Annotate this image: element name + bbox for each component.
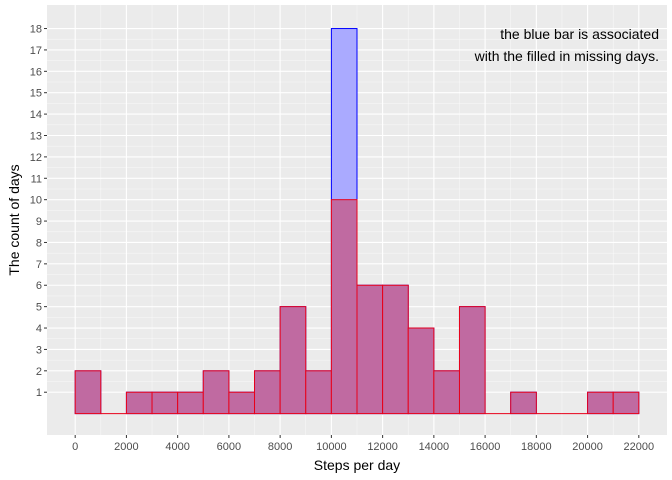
x-tick-label: 0 bbox=[72, 441, 78, 453]
x-tick-label: 18000 bbox=[521, 441, 552, 453]
y-tick-label: 15 bbox=[30, 88, 42, 100]
y-tick-label: 6 bbox=[36, 280, 42, 292]
x-tick-label: 6000 bbox=[217, 441, 241, 453]
x-tick-label: 12000 bbox=[367, 441, 398, 453]
bar-original bbox=[177, 391, 204, 415]
y-tick-label: 5 bbox=[36, 302, 42, 314]
y-tick-label: 16 bbox=[30, 66, 42, 78]
y-tick-label: 11 bbox=[31, 173, 42, 185]
bar-original bbox=[510, 391, 537, 415]
y-tick-label: 18 bbox=[30, 24, 42, 36]
bar-original bbox=[458, 306, 486, 415]
bar-original bbox=[254, 370, 281, 415]
bars bbox=[74, 28, 640, 415]
y-axis-title: The count of days bbox=[6, 164, 22, 275]
y-tick-label: 17 bbox=[30, 45, 42, 57]
y-tick-label: 8 bbox=[36, 237, 42, 249]
bar-original bbox=[356, 284, 384, 415]
x-axis-ticks: 0 2000 4000 6000 8000 10000 12000 14000 16000 180… bbox=[72, 435, 654, 453]
y-tick-label: 2 bbox=[36, 366, 42, 378]
x-tick-label: 2000 bbox=[114, 441, 138, 453]
bar-original bbox=[228, 391, 256, 415]
y-tick-label: 10 bbox=[30, 195, 42, 207]
y-tick-label: 7 bbox=[36, 259, 42, 271]
y-tick-label: 13 bbox=[30, 130, 42, 142]
bar-original bbox=[407, 327, 435, 415]
y-tick-label: 12 bbox=[30, 152, 42, 164]
bar-original bbox=[125, 391, 153, 415]
bar-original bbox=[382, 284, 409, 415]
bar-original bbox=[279, 306, 307, 415]
y-tick-label: 3 bbox=[36, 344, 42, 356]
x-tick-label: 14000 bbox=[419, 441, 450, 453]
y-tick-label: 4 bbox=[36, 323, 42, 335]
x-tick-label: 8000 bbox=[268, 441, 292, 453]
bar-original bbox=[151, 391, 179, 415]
x-tick-label: 22000 bbox=[624, 441, 655, 453]
y-tick-label: 1 bbox=[36, 387, 42, 399]
x-tick-label: 16000 bbox=[470, 441, 501, 453]
annotation-line-1: the blue bar is associated bbox=[500, 26, 659, 42]
annotation-line-2: with the filled in missing days. bbox=[474, 48, 659, 64]
x-tick-label: 20000 bbox=[572, 441, 603, 453]
y-tick-label: 14 bbox=[30, 109, 42, 121]
bar-original bbox=[74, 370, 102, 415]
y-tick-label: 9 bbox=[36, 216, 42, 228]
bar-original bbox=[612, 391, 640, 415]
bar-original bbox=[330, 199, 358, 415]
bar-original bbox=[305, 370, 332, 415]
bar-original bbox=[202, 370, 230, 415]
x-tick-label: 4000 bbox=[165, 441, 189, 453]
x-tick-label: 10000 bbox=[316, 441, 347, 453]
bar-original bbox=[587, 391, 614, 415]
x-axis-title: Steps per day bbox=[314, 457, 400, 473]
bar-original bbox=[433, 370, 460, 415]
